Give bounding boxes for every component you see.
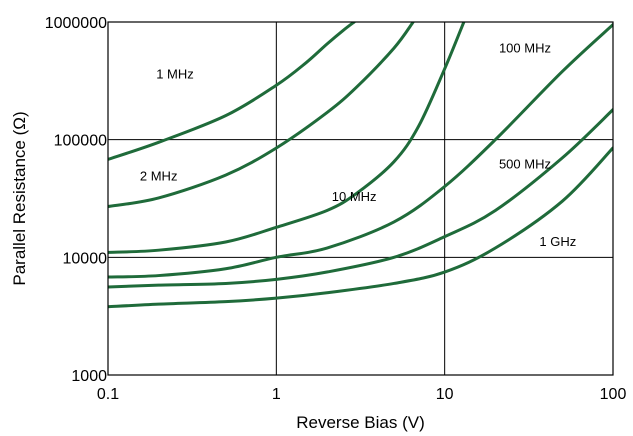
series-line-1 xyxy=(108,22,415,209)
series-line-3 xyxy=(108,23,613,279)
series-line-4 xyxy=(108,108,613,289)
series-line-2 xyxy=(108,22,466,254)
y-axis-title: Parallel Resistance (Ω) xyxy=(10,111,29,285)
y-tick-label: 100000 xyxy=(54,133,107,150)
series-lines xyxy=(108,22,613,309)
y-tick-label: 10000 xyxy=(63,250,108,267)
series-labels: 1 MHz 2 MHz 10 MHz 100 MHz 500 MHz 1 GHz xyxy=(140,41,576,249)
y-tick-label: 1000000 xyxy=(45,15,107,32)
series-label-1: 2 MHz xyxy=(140,168,178,183)
tick-labels: 0.1 1 10 100 1000 10000 100000 1000000 xyxy=(45,15,627,403)
x-axis-title: Reverse Bias (V) xyxy=(296,413,424,432)
series-line-5 xyxy=(108,146,613,309)
plot-frame xyxy=(107,21,614,376)
y-tick-label: 1000 xyxy=(71,368,107,385)
x-tick-label: 0.1 xyxy=(97,386,119,403)
x-tick-label: 100 xyxy=(600,386,627,403)
series-label-0: 1 MHz xyxy=(156,67,194,82)
x-tick-label: 1 xyxy=(272,386,281,403)
series-label-2: 10 MHz xyxy=(332,189,377,204)
series-label-3: 100 MHz xyxy=(499,41,551,56)
series-line-0 xyxy=(108,22,356,161)
series-label-5: 1 GHz xyxy=(539,234,576,249)
series-label-4: 500 MHz xyxy=(499,156,551,171)
x-tick-label: 10 xyxy=(436,386,454,403)
